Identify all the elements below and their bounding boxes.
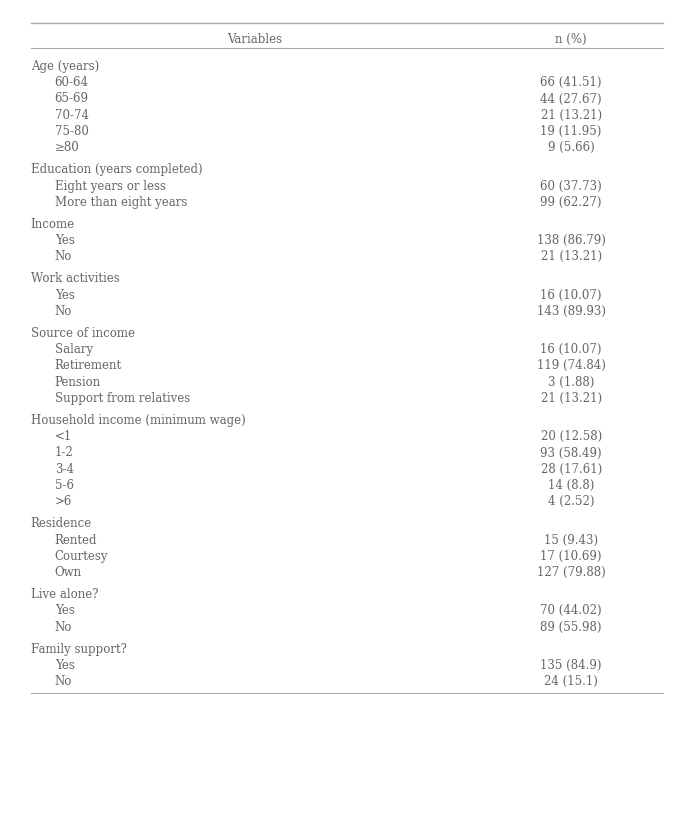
- Text: 3 (1.88): 3 (1.88): [548, 376, 594, 389]
- Text: 15 (9.43): 15 (9.43): [544, 533, 598, 546]
- Text: Age (years): Age (years): [31, 60, 99, 73]
- Text: 66 (41.51): 66 (41.51): [540, 77, 602, 89]
- Text: Pension: Pension: [55, 376, 101, 389]
- Text: Support from relatives: Support from relatives: [55, 392, 190, 405]
- Text: <1: <1: [55, 430, 72, 443]
- Text: 21 (13.21): 21 (13.21): [540, 108, 602, 122]
- Text: No: No: [55, 621, 72, 634]
- Text: 60 (37.73): 60 (37.73): [540, 179, 602, 192]
- Text: 16 (10.07): 16 (10.07): [540, 288, 602, 302]
- Text: Education (years completed): Education (years completed): [31, 163, 202, 177]
- Text: 138 (86.79): 138 (86.79): [537, 234, 605, 247]
- Text: 3-4: 3-4: [55, 462, 74, 476]
- Text: More than eight years: More than eight years: [55, 196, 187, 209]
- Text: Courtesy: Courtesy: [55, 550, 108, 563]
- Text: Income: Income: [31, 217, 75, 231]
- Text: Yes: Yes: [55, 288, 75, 302]
- Text: 20 (12.58): 20 (12.58): [540, 430, 602, 443]
- Text: 127 (79.88): 127 (79.88): [537, 566, 605, 579]
- Text: 70-74: 70-74: [55, 108, 89, 122]
- Text: >6: >6: [55, 495, 72, 508]
- Text: 17 (10.69): 17 (10.69): [540, 550, 602, 563]
- Text: Source of income: Source of income: [31, 327, 135, 340]
- Text: 119 (74.84): 119 (74.84): [537, 359, 605, 372]
- Text: 21 (13.21): 21 (13.21): [540, 250, 602, 263]
- Text: 99 (62.27): 99 (62.27): [540, 196, 602, 209]
- Text: No: No: [55, 675, 72, 688]
- Text: Yes: Yes: [55, 604, 75, 617]
- Text: 28 (17.61): 28 (17.61): [540, 462, 602, 476]
- Text: No: No: [55, 305, 72, 318]
- Text: 4 (2.52): 4 (2.52): [548, 495, 594, 508]
- Text: Salary: Salary: [55, 343, 93, 357]
- Text: Household income (minimum wage): Household income (minimum wage): [31, 414, 246, 427]
- Text: 21 (13.21): 21 (13.21): [540, 392, 602, 405]
- Text: Eight years or less: Eight years or less: [55, 179, 166, 192]
- Text: Family support?: Family support?: [31, 642, 127, 656]
- Text: No: No: [55, 250, 72, 263]
- Text: 60-64: 60-64: [55, 77, 89, 89]
- Text: 9 (5.66): 9 (5.66): [548, 141, 594, 154]
- Text: 75-80: 75-80: [55, 125, 89, 138]
- Text: Residence: Residence: [31, 517, 92, 531]
- Text: n (%): n (%): [555, 33, 587, 47]
- Text: Yes: Yes: [55, 659, 75, 672]
- Text: Live alone?: Live alone?: [31, 588, 98, 601]
- Text: 1-2: 1-2: [55, 446, 73, 460]
- Text: 5-6: 5-6: [55, 479, 74, 492]
- Text: 16 (10.07): 16 (10.07): [540, 343, 602, 357]
- Text: 89 (55.98): 89 (55.98): [540, 621, 602, 634]
- Text: 70 (44.02): 70 (44.02): [540, 604, 602, 617]
- Text: Variables: Variables: [227, 33, 282, 47]
- Text: 19 (11.95): 19 (11.95): [540, 125, 602, 138]
- Text: 65-69: 65-69: [55, 92, 89, 106]
- Text: Rented: Rented: [55, 533, 97, 546]
- Text: 143 (89.93): 143 (89.93): [537, 305, 605, 318]
- Text: Work activities: Work activities: [31, 272, 120, 286]
- Text: Retirement: Retirement: [55, 359, 122, 372]
- Text: 24 (15.1): 24 (15.1): [544, 675, 598, 688]
- Text: Yes: Yes: [55, 234, 75, 247]
- Text: 14 (8.8): 14 (8.8): [548, 479, 594, 492]
- Text: 93 (58.49): 93 (58.49): [540, 446, 602, 460]
- Text: Own: Own: [55, 566, 82, 579]
- Text: 44 (27.67): 44 (27.67): [540, 92, 602, 106]
- Text: ≥80: ≥80: [55, 141, 79, 154]
- Text: 135 (84.9): 135 (84.9): [540, 659, 602, 672]
